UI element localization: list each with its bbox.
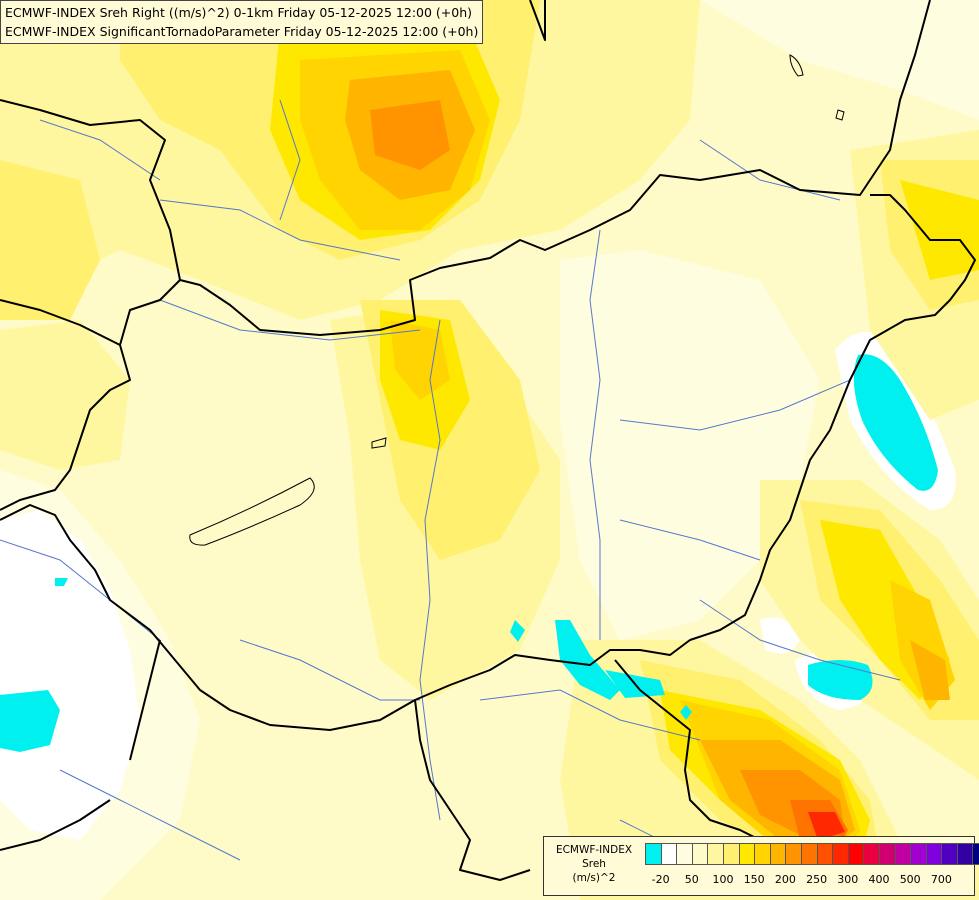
legend-tick-labels: -20 50 100 150 200 250 300 400 500 700 [645, 873, 975, 889]
cyan-fields [0, 354, 938, 752]
legend-swatch [941, 843, 957, 865]
legend-label-line-1: ECMWF-INDEX [555, 844, 633, 856]
map-title-box: ECMWF-INDEX Sreh Right ((m/s)^2) 0-1km F… [0, 0, 484, 44]
legend-color-scale [645, 843, 979, 867]
legend-swatch [847, 843, 864, 865]
legend-swatch [660, 843, 677, 865]
legend-tick-label: 50 [684, 873, 699, 886]
rivers [0, 99, 901, 881]
legend-swatch [816, 843, 833, 865]
legend-swatch [878, 843, 895, 865]
legend-tick-label: 500 [899, 873, 921, 886]
lakes [189, 54, 845, 546]
legend-tick-label: 250 [806, 873, 828, 886]
legend-swatch [785, 843, 801, 865]
title-line-2: ECMWF-INDEX SignificantTornadoParameter … [5, 24, 479, 39]
legend-tick-label: 300 [837, 873, 859, 886]
legend-label-line-2: Sreh [582, 858, 606, 870]
legend-swatch [972, 843, 979, 865]
legend-swatch [956, 843, 973, 865]
legend-swatch [925, 843, 942, 865]
legend-tick-label: 150 [743, 873, 765, 886]
red-fields [790, 800, 848, 845]
legend-swatch [645, 843, 661, 865]
legend-swatch [769, 843, 786, 865]
legend-label: ECMWF-INDEX Sreh (m/s)^2 [546, 843, 642, 885]
legend-tick-label: 200 [774, 873, 796, 886]
legend-swatch [863, 843, 879, 865]
legend-swatch [722, 843, 739, 865]
country-borders [0, 0, 976, 881]
legend-tick-label: 400 [868, 873, 890, 886]
legend-tick-label: 100 [712, 873, 734, 886]
legend-swatch [910, 843, 926, 865]
legend-swatch [676, 843, 692, 865]
legend-tick-label: -20 [651, 873, 670, 886]
legend-swatch [691, 843, 708, 865]
legend-swatch [800, 843, 817, 865]
legend-swatch [754, 843, 770, 865]
color-legend: ECMWF-INDEX Sreh (m/s)^2 -20 50 100 150 200 2… [543, 836, 979, 896]
legend-swatch [832, 843, 848, 865]
title-container: ECMWF-INDEX Sreh Right ((m/s)^2) 0-1km F… [0, 0, 484, 44]
legend-label-line-3: (m/s)^2 [572, 872, 616, 884]
legend-swatch [738, 843, 755, 865]
title-line-1: ECMWF-INDEX Sreh Right ((m/s)^2) 0-1km F… [5, 5, 473, 20]
legend-tick-label: 700 [930, 873, 952, 886]
legend-swatch [707, 843, 723, 865]
legend-swatch [894, 843, 911, 865]
